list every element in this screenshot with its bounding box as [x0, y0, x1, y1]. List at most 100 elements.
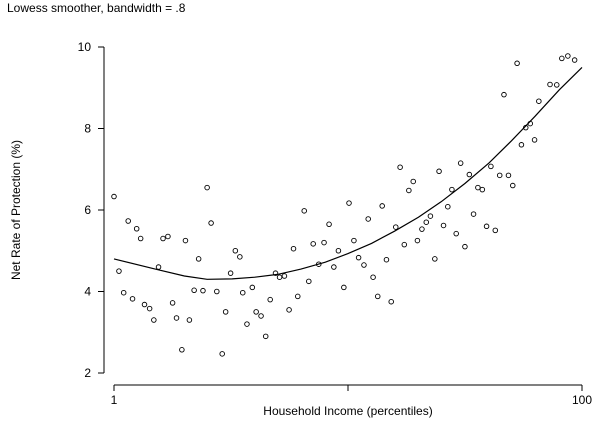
data-point: [475, 184, 481, 191]
data-point: [492, 227, 499, 234]
chart-subtitle: Lowess smoother, bandwidth = .8: [7, 1, 186, 15]
x-axis-ticks: 1 100: [111, 385, 592, 407]
data-point: [559, 55, 565, 62]
data-point: [466, 171, 473, 178]
x-tick-label: 100: [572, 393, 592, 407]
y-axis-ticks: 2 4 6 8 10: [78, 40, 104, 380]
data-point: [200, 287, 206, 294]
data-point: [306, 278, 312, 285]
data-point: [374, 293, 381, 300]
data-point: [208, 220, 214, 226]
x-tick-label: 1: [111, 393, 118, 407]
data-point: [397, 164, 403, 170]
data-point: [406, 187, 412, 194]
data-point: [419, 226, 425, 232]
y-axis-label: Net Rate of Protection (%): [9, 140, 23, 280]
data-point: [321, 239, 327, 246]
data-point: [479, 186, 486, 193]
data-point: [182, 237, 189, 244]
data-point: [219, 351, 225, 357]
data-point: [326, 221, 332, 228]
data-point: [440, 222, 447, 229]
data-point: [272, 270, 279, 276]
data-point: [341, 284, 347, 291]
data-point: [120, 289, 127, 296]
data-point: [214, 288, 220, 295]
data-point: [361, 262, 367, 268]
data-point: [496, 172, 503, 179]
y-tick-label: 2: [84, 366, 91, 380]
data-point: [204, 184, 210, 191]
data-point: [310, 241, 316, 247]
data-point: [262, 333, 269, 340]
data-point: [401, 241, 408, 248]
data-point: [129, 296, 136, 302]
data-point: [488, 163, 494, 170]
data-point: [222, 309, 229, 315]
x-axis-label: Household Income (percentiles): [263, 404, 432, 418]
data-point: [565, 53, 571, 59]
y-tick-label: 8: [84, 122, 91, 136]
data-point: [133, 225, 140, 232]
data-point: [393, 224, 399, 230]
data-point: [173, 315, 180, 321]
data-point: [351, 237, 357, 244]
data-point: [436, 168, 442, 175]
data-point: [355, 254, 362, 261]
data-points: [111, 53, 578, 357]
lowess-smoother-line: [113, 66, 583, 280]
data-point: [423, 219, 430, 225]
data-point: [470, 211, 477, 217]
data-point: [232, 247, 239, 254]
data-point: [195, 256, 202, 262]
data-point: [281, 273, 288, 279]
y-tick-label: 6: [84, 203, 91, 217]
data-point: [453, 230, 459, 237]
data-point: [449, 186, 455, 193]
data-point: [151, 317, 157, 323]
data-point: [514, 60, 520, 67]
data-point: [160, 235, 166, 242]
data-point: [432, 256, 438, 262]
data-point: [125, 218, 131, 224]
data-point: [383, 256, 390, 263]
data-point: [237, 254, 243, 260]
data-point: [414, 237, 421, 244]
data-point: [501, 91, 507, 98]
data-point: [335, 247, 342, 254]
data-point: [388, 298, 394, 305]
data-point: [186, 317, 193, 323]
data-point: [141, 301, 148, 308]
data-point: [155, 264, 162, 270]
data-point: [445, 203, 451, 210]
data-point: [179, 347, 185, 353]
data-point: [427, 213, 434, 219]
data-point: [410, 178, 416, 185]
data-point: [554, 82, 560, 88]
data-point: [536, 98, 542, 104]
data-point: [301, 208, 307, 214]
data-point: [331, 264, 337, 270]
data-point: [276, 274, 283, 280]
data-point: [518, 142, 525, 148]
data-point: [295, 293, 301, 300]
data-point: [258, 313, 264, 319]
data-point: [510, 182, 516, 189]
data-point: [379, 203, 385, 209]
data-point: [370, 274, 376, 280]
data-point: [462, 243, 468, 250]
data-point: [531, 137, 538, 143]
y-tick-label: 4: [84, 285, 91, 299]
data-point: [165, 233, 171, 240]
data-point: [505, 172, 512, 179]
data-point: [346, 200, 352, 206]
data-point: [240, 289, 246, 296]
data-point: [365, 216, 371, 222]
data-point: [137, 235, 144, 242]
data-point: [286, 307, 292, 313]
data-point: [571, 57, 578, 63]
data-point: [249, 284, 256, 291]
data-point: [244, 321, 250, 327]
data-point: [457, 160, 464, 166]
